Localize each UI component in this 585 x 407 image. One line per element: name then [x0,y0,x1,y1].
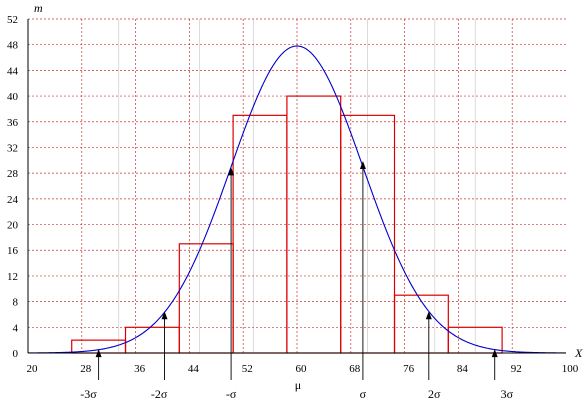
marker-label: σ [360,387,367,401]
x-tick-label: 20 [27,363,39,375]
mu-label: μ [295,378,301,392]
marker-label: -2σ [151,387,168,401]
normal-curve-line [27,45,567,354]
y-tick-label: 16 [7,245,19,257]
y-tick-label: 20 [7,220,19,232]
x-tick-label: 60 [296,363,308,375]
y-tick-label: 32 [7,142,18,154]
x-tick-label: 92 [511,363,522,375]
x-axis-label: X [574,346,583,360]
y-tick-label: 12 [7,271,18,283]
y-tick-label: 48 [7,40,19,52]
y-tick-label: 4 [13,322,19,334]
x-tick-label: 84 [457,363,469,375]
y-tick-label: 0 [13,348,19,360]
x-tick-label: 44 [188,363,200,375]
y-tick-label: 40 [7,91,19,103]
marker-label: 2σ [428,387,441,401]
marker-arrowhead [425,311,432,320]
y-tick-label: 24 [7,194,19,206]
x-tick-label: 36 [134,363,146,375]
marker-arrowhead [228,167,235,176]
y-tick-label: 36 [7,117,19,129]
marker-label: -σ [226,387,237,401]
y-tick-label: 8 [13,297,19,309]
grid [28,18,566,353]
x-tick-label: 28 [80,363,92,375]
marker-label: 3σ [501,387,514,401]
x-tick-label: 68 [349,363,361,375]
x-tick-label: 76 [403,363,415,375]
x-tick-label: 52 [242,363,253,375]
sigma-markers: -3σ -2σ -σ σ 2σ 3σ [80,160,514,401]
axes [27,19,566,354]
y-tick-label: 52 [7,14,18,26]
y-tick-label: 28 [7,168,19,180]
y-tick-label: 44 [7,65,19,77]
marker-arrowhead [359,160,366,169]
marker-label: -3σ [80,387,97,401]
x-tick-label: 100 [562,363,579,375]
y-axis-label: m [34,1,43,15]
marker-arrowhead [161,311,168,320]
extra-lines [118,19,476,353]
normal-curve [27,45,567,354]
